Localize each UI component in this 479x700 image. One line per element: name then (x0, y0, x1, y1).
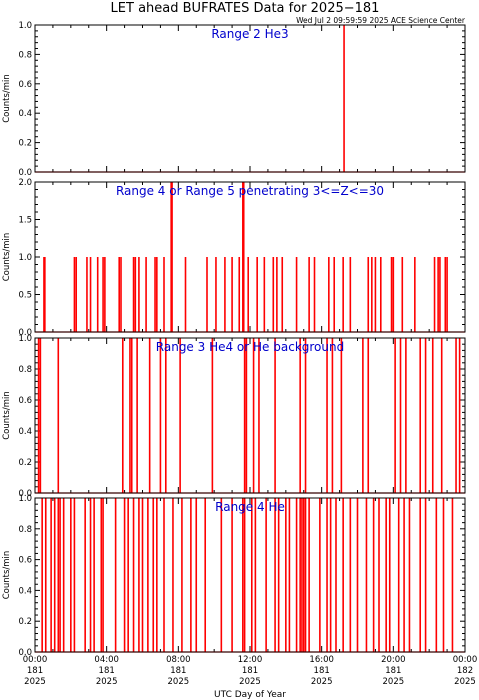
panel-4: 0.0 0.2 0.4 0.6 0.8 1.0 Counts/min Range 4 He (2, 494, 466, 658)
x-tick-day: 181 (99, 666, 115, 676)
x-axis-label: UTC Day of Year (214, 690, 286, 700)
y-tick-label: 0.6 (18, 556, 32, 566)
figure-title: LET ahead BUFRATES Data for 2025−181 (111, 1, 380, 16)
x-tick-year: 2025 (454, 677, 476, 687)
x-tick-day: 181 (385, 666, 401, 676)
x-tick-day: 182 (457, 666, 473, 676)
x-tick-time: 12:00 (238, 655, 263, 665)
panel-3: 0.0 0.2 0.4 0.6 0.8 1.0 Counts/min Range 3 He4 … (2, 334, 466, 499)
panel-frame (34, 337, 466, 494)
y-tick-label: 0.8 (18, 525, 32, 535)
x-tick-time: 20:00 (381, 655, 406, 665)
y-tick-label: 1.0 (18, 334, 32, 344)
x-tick-year: 2025 (383, 677, 405, 687)
y-tick-label: 0.2 (18, 139, 32, 149)
x-tick-time: 04:00 (94, 655, 119, 665)
y-tick-label: 0.0 (18, 328, 32, 338)
y-tick-label: 0.8 (18, 50, 32, 60)
y-axis-label: Counts/min (2, 391, 12, 440)
x-tick-time: 16:00 (309, 655, 334, 665)
panel-title: Range 2 He3 (211, 27, 288, 41)
panel-title: Range 4 or Range 5 penetrating 3<=Z<=30 (116, 184, 384, 198)
x-tick-year: 2025 (24, 677, 46, 687)
panel-2: 0.0 0.5 1.0 1.5 2.0 Counts/min Range 4 or Rang… (2, 178, 466, 338)
y-tick-label: 0.4 (18, 109, 32, 119)
y-tick-label: 1.5 (18, 216, 32, 226)
x-tick-year: 2025 (311, 677, 333, 687)
panel-frame (34, 24, 466, 173)
y-tick-label: 0.5 (18, 291, 32, 301)
y-tick-label: 1.0 (18, 21, 32, 31)
panel-frame (34, 497, 466, 653)
y-tick-label: 0.0 (18, 489, 32, 499)
y-tick-label: 0.0 (18, 648, 32, 658)
x-tick-day: 181 (242, 666, 258, 676)
x-tick-time: 00:00 (23, 655, 48, 665)
y-tick-label: 0.2 (18, 458, 32, 468)
x-tick-year: 2025 (96, 677, 118, 687)
y-axis-label: Counts/min (2, 551, 12, 600)
panel-title: Range 4 He (215, 500, 285, 514)
y-tick-label: 0.8 (18, 365, 32, 375)
x-tick-year: 2025 (168, 677, 190, 687)
x-tick-time: 00:00 (453, 655, 478, 665)
x-tick-year: 2025 (239, 677, 261, 687)
y-tick-label: 0.6 (18, 80, 32, 90)
x-tick-day: 181 (170, 666, 186, 676)
y-tick-label: 1.0 (18, 494, 32, 504)
x-tick-day: 181 (314, 666, 330, 676)
y-tick-label: 0.6 (18, 396, 32, 406)
y-tick-label: 0.0 (18, 168, 32, 178)
x-tick-labels: 00:00181202504:00181202508:00181202512:0… (23, 655, 478, 687)
x-tick-day: 181 (27, 666, 43, 676)
y-axis-label: Counts/min (2, 74, 12, 123)
y-tick-label: 1.0 (18, 253, 32, 263)
y-tick-label: 0.4 (18, 586, 32, 596)
y-tick-label: 2.0 (18, 178, 32, 188)
figure-timestamp: Wed Jul 2 09:59:59 2025 ACE Science Cent… (296, 16, 466, 25)
y-axis-label: Counts/min (2, 233, 12, 282)
y-tick-label: 0.2 (18, 617, 32, 627)
panel-1: 0.0 0.2 0.4 0.6 0.8 1.0 Counts/min Range 2 He3 (2, 21, 466, 178)
panel-title: Range 3 He4 or He background (156, 340, 344, 354)
x-tick-time: 08:00 (166, 655, 191, 665)
panel-frame (34, 181, 466, 333)
y-tick-label: 0.4 (18, 427, 32, 437)
